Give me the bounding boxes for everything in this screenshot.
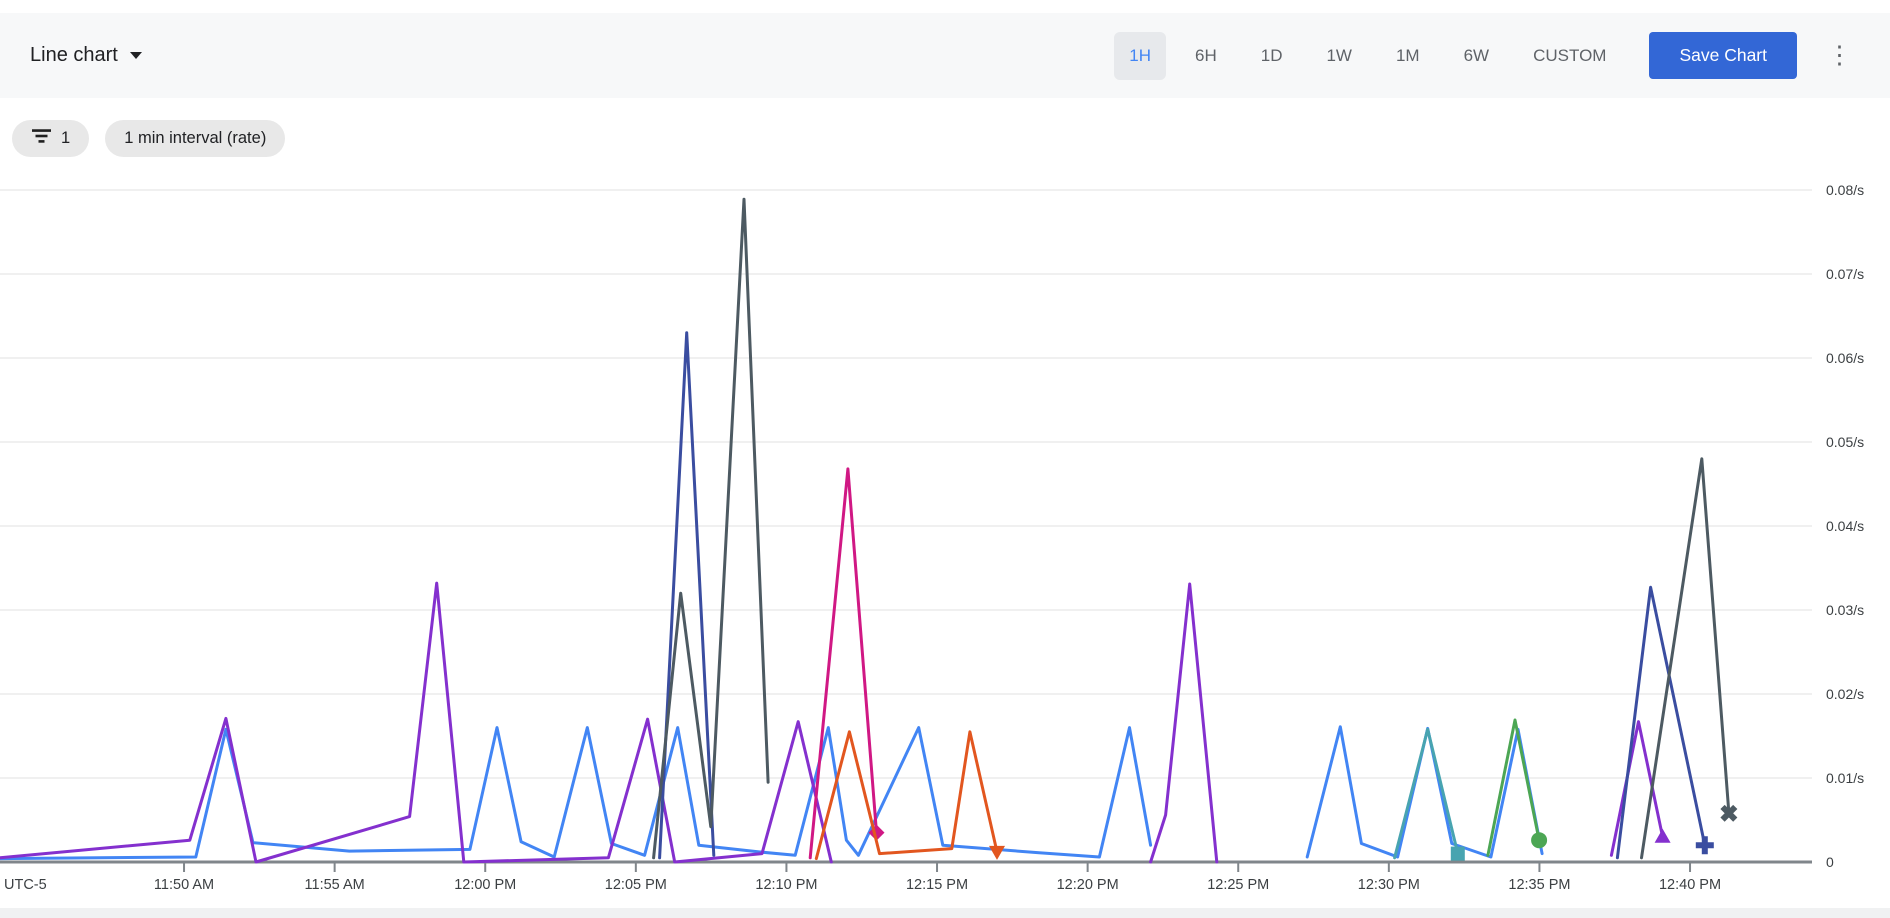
series-navy-end-marker — [1695, 836, 1714, 855]
svg-text:12:15 PM: 12:15 PM — [906, 877, 968, 893]
bottom-divider — [0, 908, 1890, 918]
series-green-end-marker — [1531, 832, 1548, 849]
svg-text:12:00 PM: 12:00 PM — [454, 877, 516, 893]
series-orange — [814, 730, 1005, 861]
svg-text:0.08/s: 0.08/s — [1826, 182, 1864, 198]
interval-chip-label: 1 min interval (rate) — [124, 129, 267, 147]
svg-text:12:30 PM: 12:30 PM — [1358, 877, 1420, 893]
chart-type-dropdown[interactable]: Line chart — [30, 44, 142, 67]
svg-text:11:50 AM: 11:50 AM — [154, 877, 214, 893]
svg-text:0.02/s: 0.02/s — [1826, 686, 1864, 702]
svg-text:0.03/s: 0.03/s — [1826, 602, 1864, 618]
time-range-group: 1H 6H 1D 1W 1M 6W CUSTOM — [1114, 31, 1621, 80]
svg-text:12:40 PM: 12:40 PM — [1659, 877, 1721, 893]
svg-text:12:10 PM: 12:10 PM — [755, 877, 817, 893]
interval-chip[interactable]: 1 min interval (rate) — [105, 120, 286, 157]
series-navy — [658, 331, 1714, 860]
svg-text:0.05/s: 0.05/s — [1826, 434, 1864, 450]
svg-text:0: 0 — [1826, 854, 1834, 870]
series-pink — [808, 467, 885, 860]
filter-icon — [31, 128, 52, 149]
chart-gridlines — [0, 189, 1812, 779]
x-axis-labels: UTC-5 11:50 AM 11:55 AM 12:00 PM 12:05 PM 12:… — [4, 863, 1721, 893]
line-chart[interactable]: 0.08/s 0.07/s 0.06/s 0.05/s 0.04/s 0.03/s 0.02… — [0, 148, 1890, 918]
series-slate — [652, 197, 1738, 860]
series-slate-end-marker — [1720, 804, 1738, 822]
svg-text:0.04/s: 0.04/s — [1826, 518, 1864, 534]
svg-text:12:20 PM: 12:20 PM — [1057, 877, 1119, 893]
time-range-6w[interactable]: 6W — [1449, 32, 1505, 80]
time-range-1w[interactable]: 1W — [1311, 32, 1367, 80]
svg-text:11:55 AM: 11:55 AM — [305, 877, 365, 893]
chart-type-label: Line chart — [30, 44, 118, 66]
filter-count: 1 — [61, 129, 71, 147]
more-options-icon[interactable]: ⋮ — [1827, 41, 1852, 69]
svg-text:12:25 PM: 12:25 PM — [1207, 877, 1269, 893]
chevron-down-icon — [129, 52, 142, 59]
series-teal — [1393, 727, 1465, 861]
series-orange-end-marker — [989, 845, 1005, 860]
y-axis-labels: 0.08/s 0.07/s 0.06/s 0.05/s 0.04/s 0.03/s 0.02… — [1826, 182, 1864, 870]
svg-text:0.07/s: 0.07/s — [1826, 266, 1864, 282]
series-purple-end-marker — [1654, 828, 1671, 843]
svg-text:0.01/s: 0.01/s — [1826, 770, 1864, 786]
svg-text:12:05 PM: 12:05 PM — [605, 877, 667, 893]
time-range-1d[interactable]: 1D — [1246, 32, 1298, 80]
time-range-1m[interactable]: 1M — [1381, 32, 1435, 80]
filter-chip-row: 1 1 min interval (rate) — [12, 120, 286, 157]
chart-toolbar: Line chart 1H 6H 1D 1W 1M 6W CUSTOM Save Chart… — [0, 13, 1890, 98]
svg-text:0.06/s: 0.06/s — [1826, 350, 1864, 366]
time-range-6h[interactable]: 6H — [1180, 32, 1232, 80]
series-teal-end-marker — [1450, 846, 1465, 861]
save-chart-button[interactable]: Save Chart — [1649, 32, 1797, 79]
series-purple — [0, 581, 1671, 864]
timezone-label: UTC-5 — [4, 877, 47, 893]
time-range-1h[interactable]: 1H — [1114, 31, 1166, 80]
series-green — [1486, 718, 1548, 857]
filter-chip[interactable]: 1 — [12, 120, 90, 157]
svg-text:12:35 PM: 12:35 PM — [1508, 877, 1570, 893]
time-range-custom[interactable]: CUSTOM — [1518, 32, 1621, 80]
